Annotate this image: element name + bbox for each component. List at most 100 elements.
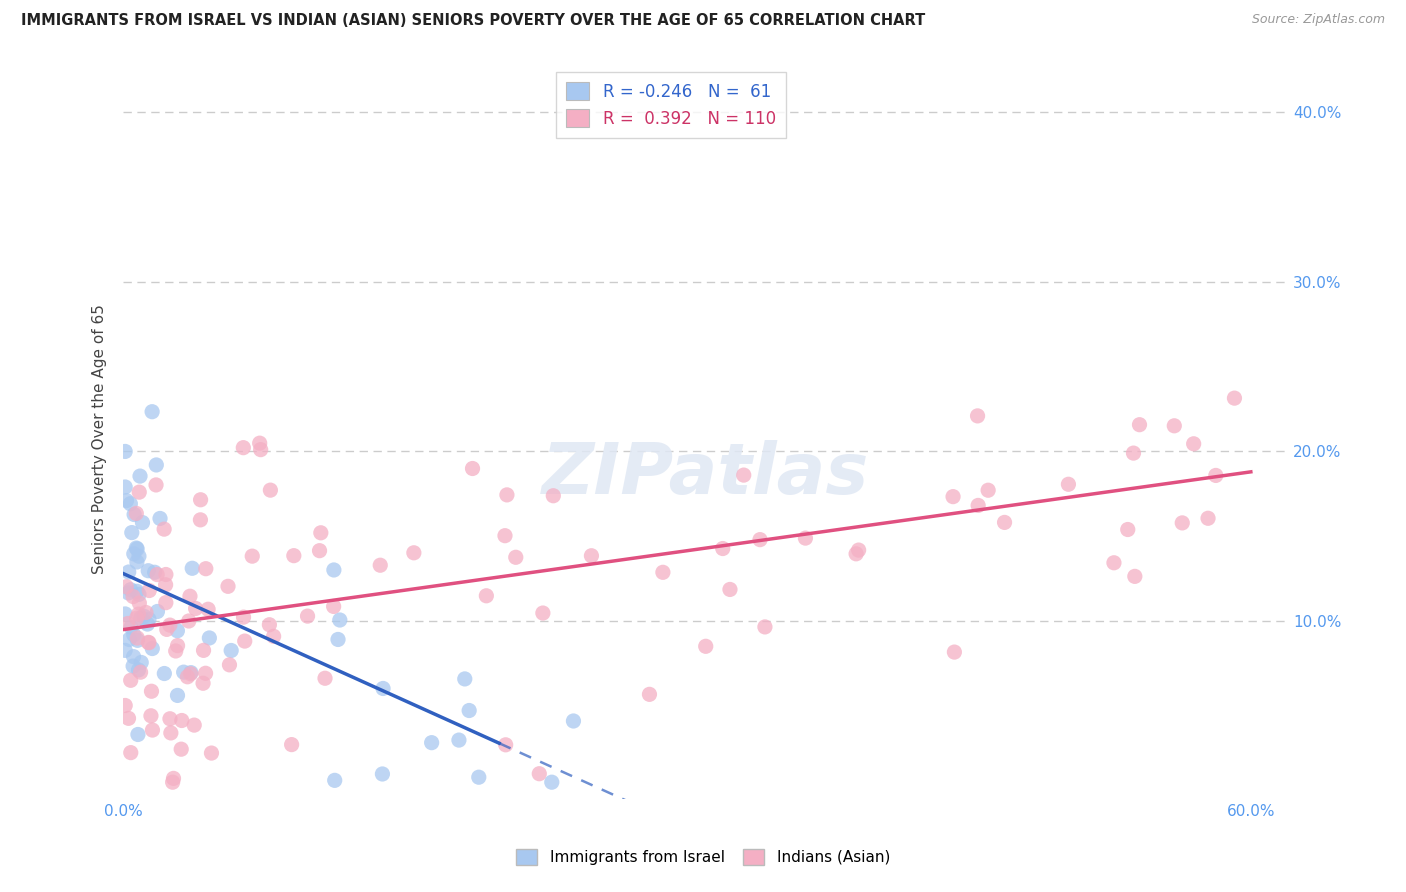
Point xyxy=(128,607,150,621)
Point xyxy=(1116,523,1139,537)
Point xyxy=(114,643,136,657)
Point xyxy=(263,629,285,643)
Point xyxy=(194,562,217,576)
Point xyxy=(329,613,352,627)
Point xyxy=(368,558,391,573)
Point xyxy=(1197,511,1219,525)
Point xyxy=(314,671,336,685)
Point xyxy=(494,529,516,543)
Point xyxy=(125,541,148,555)
Point xyxy=(146,605,169,619)
Point xyxy=(1122,446,1144,460)
Legend: R = -0.246   N =  61, R =  0.392   N = 110: R = -0.246 N = 61, R = 0.392 N = 110 xyxy=(555,72,786,138)
Point xyxy=(249,436,271,450)
Point xyxy=(259,617,281,632)
Point xyxy=(118,632,141,647)
Point xyxy=(145,478,167,492)
Point xyxy=(543,489,565,503)
Point xyxy=(179,589,201,603)
Point xyxy=(402,546,425,560)
Point xyxy=(153,522,176,536)
Point xyxy=(371,767,394,781)
Point xyxy=(191,676,214,690)
Point xyxy=(128,596,150,610)
Point xyxy=(125,507,148,521)
Point xyxy=(218,657,240,672)
Point xyxy=(322,563,344,577)
Point xyxy=(183,718,205,732)
Point xyxy=(461,461,484,475)
Point xyxy=(156,623,179,637)
Point xyxy=(942,490,965,504)
Point xyxy=(129,665,152,680)
Point xyxy=(177,614,200,628)
Point xyxy=(1182,437,1205,451)
Point xyxy=(190,513,212,527)
Point xyxy=(115,580,138,594)
Point xyxy=(145,458,167,472)
Point xyxy=(159,618,181,632)
Point xyxy=(125,584,148,599)
Point xyxy=(233,634,256,648)
Point xyxy=(308,543,330,558)
Point xyxy=(118,565,141,579)
Point xyxy=(1223,391,1246,405)
Point xyxy=(219,643,242,657)
Point xyxy=(127,631,149,645)
Point xyxy=(117,586,139,600)
Point xyxy=(138,583,160,598)
Point xyxy=(193,643,215,657)
Point xyxy=(505,550,527,565)
Point xyxy=(114,607,136,621)
Point xyxy=(136,617,159,632)
Point xyxy=(132,609,155,624)
Point xyxy=(1163,418,1185,433)
Point xyxy=(120,673,142,688)
Point xyxy=(1171,516,1194,530)
Point xyxy=(1057,477,1080,491)
Point xyxy=(180,666,202,681)
Point xyxy=(280,738,302,752)
Legend: Immigrants from Israel, Indians (Asian): Immigrants from Israel, Indians (Asian) xyxy=(510,843,896,871)
Point xyxy=(120,497,142,511)
Point xyxy=(166,624,188,638)
Point xyxy=(121,525,143,540)
Point xyxy=(122,659,145,673)
Point xyxy=(323,773,346,788)
Point xyxy=(117,711,139,725)
Point xyxy=(454,672,477,686)
Point xyxy=(749,533,772,547)
Text: Source: ZipAtlas.com: Source: ZipAtlas.com xyxy=(1251,13,1385,27)
Point xyxy=(127,633,149,648)
Point xyxy=(122,628,145,642)
Point xyxy=(149,511,172,525)
Point xyxy=(181,561,204,575)
Point xyxy=(468,770,491,784)
Point xyxy=(232,441,254,455)
Point xyxy=(127,727,149,741)
Point xyxy=(967,499,990,513)
Point xyxy=(173,665,195,680)
Point xyxy=(458,704,481,718)
Point xyxy=(138,635,160,649)
Point xyxy=(120,582,142,597)
Point xyxy=(200,746,222,760)
Point xyxy=(114,698,136,713)
Point xyxy=(159,712,181,726)
Point xyxy=(155,578,177,592)
Point xyxy=(371,681,394,696)
Point xyxy=(562,714,585,728)
Point xyxy=(141,723,163,737)
Point xyxy=(540,775,562,789)
Point xyxy=(153,666,176,681)
Point xyxy=(117,616,139,631)
Point xyxy=(495,738,517,752)
Point xyxy=(249,442,271,457)
Point xyxy=(128,663,150,677)
Point xyxy=(447,733,470,747)
Point xyxy=(651,566,673,580)
Point xyxy=(529,766,551,780)
Point xyxy=(475,589,498,603)
Point xyxy=(122,590,145,604)
Point xyxy=(297,609,319,624)
